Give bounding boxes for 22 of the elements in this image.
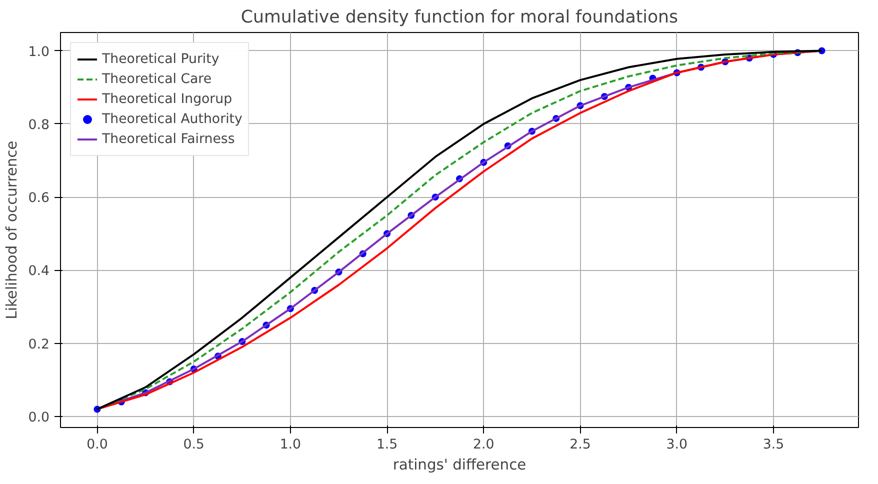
- legend-label: Theoretical Authority: [102, 112, 242, 126]
- y-tick-label: 0.6: [28, 191, 50, 206]
- y-tick-label: 0.2: [28, 337, 50, 352]
- legend-label: Theoretical Care: [102, 72, 212, 86]
- x-tick-label: 0.0: [86, 438, 108, 452]
- x-tick-label: 3.0: [666, 438, 688, 452]
- x-tick-label: 1.0: [280, 438, 302, 452]
- y-tick-label: 0.4: [28, 264, 50, 280]
- legend-label: Theoretical Fairness: [102, 132, 235, 146]
- x-tick-label: 1.5: [376, 438, 398, 452]
- x-tick-label: 3.5: [762, 438, 784, 452]
- x-axis-title: ratings' difference: [392, 456, 526, 474]
- y-axis-title: Likelihood of occurrence: [3, 140, 20, 320]
- chart-title: Cumulative density function for moral foundations: [240, 8, 678, 28]
- legend-label: Theoretical Ingorup: [102, 92, 232, 106]
- y-tick-label: 1.0: [28, 44, 50, 60]
- x-tick-label: 2.5: [570, 438, 591, 452]
- legend-label: Theoretical Purity: [102, 52, 220, 66]
- y-tick-label: 0.0: [28, 410, 50, 426]
- x-tick-label: 2.0: [473, 438, 494, 452]
- y-tick-label: 0.8: [28, 118, 50, 133]
- x-tick-label: 0.5: [183, 438, 204, 452]
